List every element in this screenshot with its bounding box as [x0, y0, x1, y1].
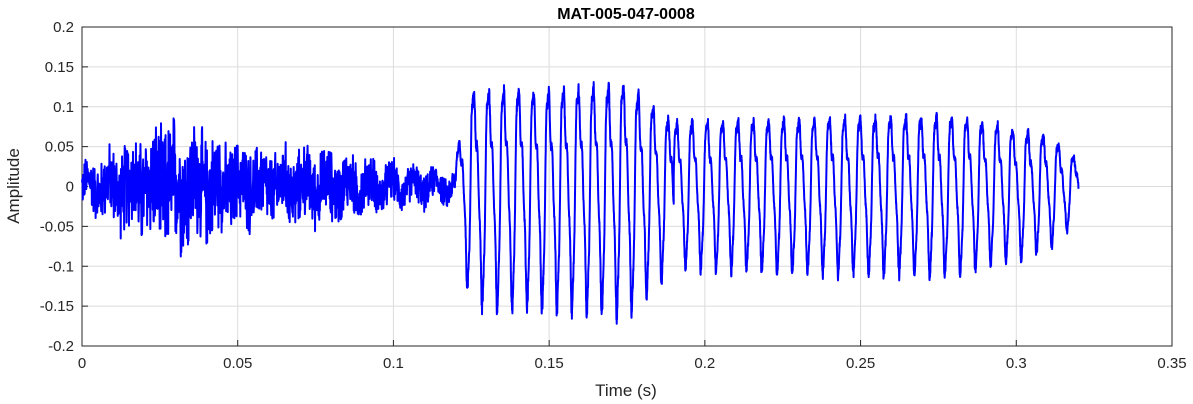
y-tick-label: 0.15 — [45, 59, 74, 76]
x-axis: 0 0.05 0.1 0.15 0.2 0.25 0.3 0.35 — [78, 340, 1187, 372]
x-axis-label: Time (s) — [595, 381, 657, 400]
x-tick-label: 0.25 — [846, 355, 875, 372]
x-tick-label: 0 — [78, 355, 86, 372]
y-tick-label: -0.05 — [40, 218, 74, 235]
y-tick-label: -0.1 — [48, 258, 74, 275]
y-axis-label: Amplitude — [4, 148, 23, 224]
y-tick-label: 0.1 — [53, 99, 74, 116]
y-tick-label: 0.05 — [45, 139, 74, 156]
x-tick-label: 0.1 — [383, 355, 404, 372]
y-axis: -0.2 -0.15 -0.1 -0.05 0 0.05 0.1 0.15 0.2 — [40, 19, 88, 355]
x-tick-label: 0.05 — [223, 355, 252, 372]
x-tick-label: 0.35 — [1157, 355, 1186, 372]
x-tick-label: 0.15 — [535, 355, 564, 372]
y-tick-label: 0.2 — [53, 19, 74, 36]
x-tick-label: 0.3 — [1006, 355, 1027, 372]
series-line — [81, 81, 1080, 325]
y-tick-label: -0.15 — [40, 298, 74, 315]
x-tick-label: 0.2 — [694, 355, 715, 372]
chart-title: MAT-005-047-0008 — [557, 6, 695, 23]
y-tick-label: 0 — [66, 179, 74, 196]
y-tick-label: -0.2 — [48, 338, 74, 355]
